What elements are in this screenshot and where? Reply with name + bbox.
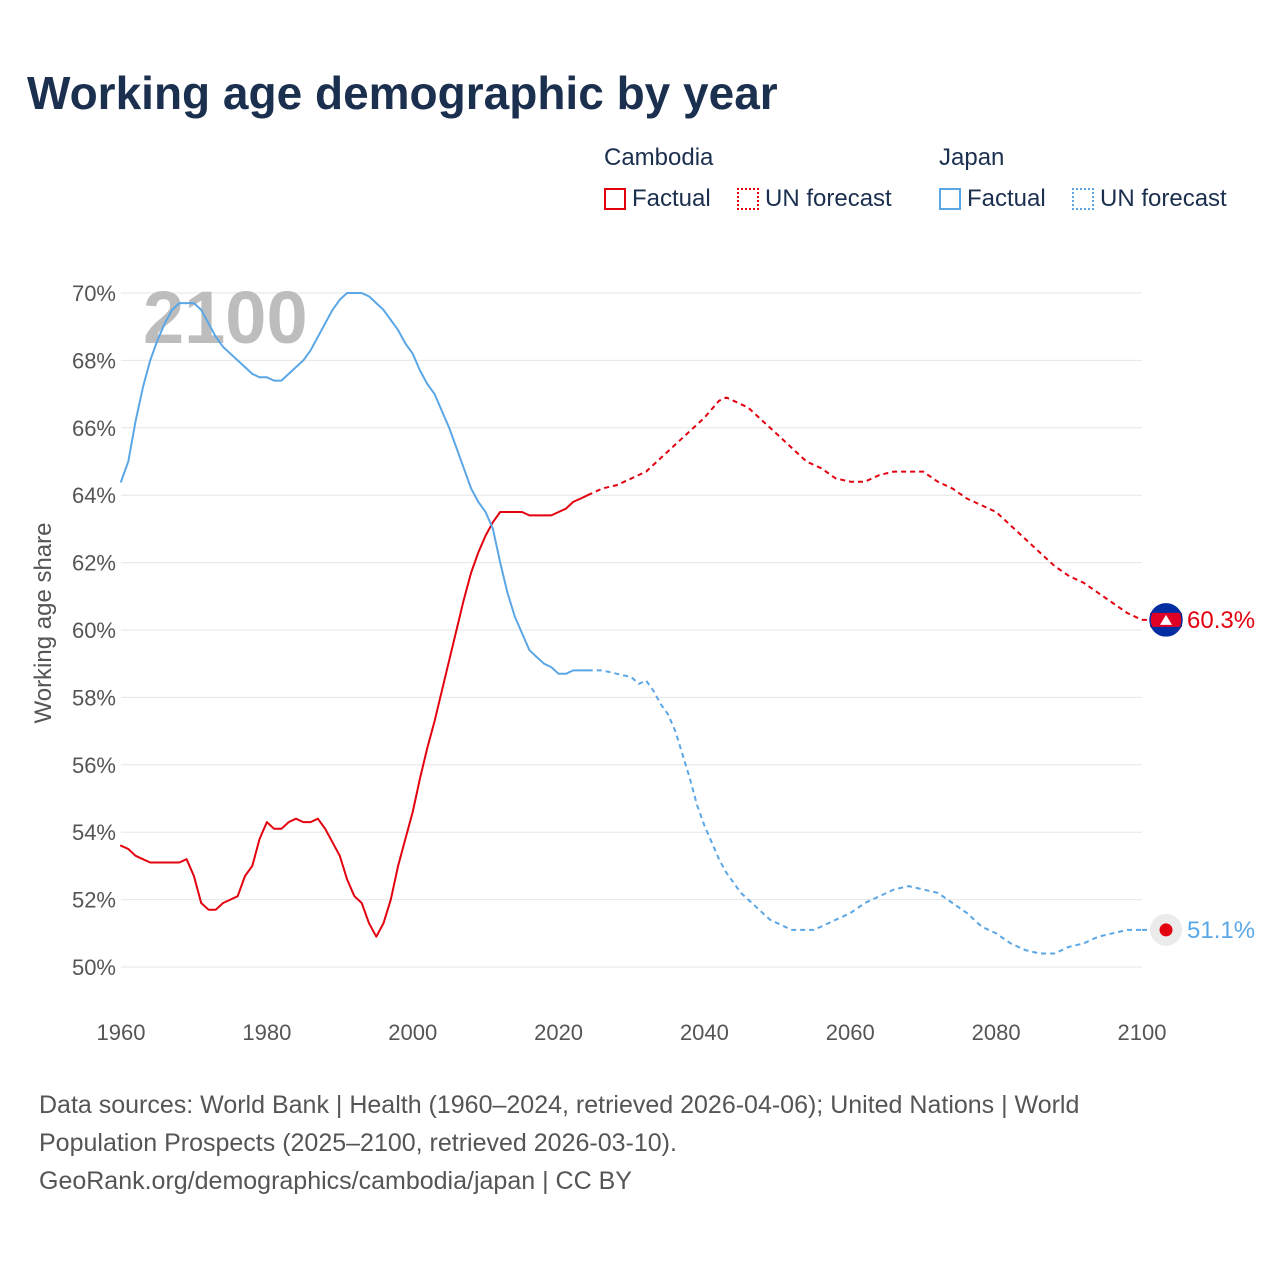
y-tick-label: 50% (72, 955, 116, 980)
legend-swatch-cambodia-factual (604, 188, 626, 210)
y-tick-label: 62% (72, 551, 116, 576)
x-tick-label: 2060 (826, 1020, 875, 1045)
legend-item-cambodia-forecast[interactable]: UN forecast (737, 185, 892, 213)
x-tick-label: 2000 (388, 1020, 437, 1045)
y-tick-label: 54% (72, 820, 116, 845)
legend-swatch-japan-factual (939, 188, 961, 210)
legend-item-japan-factual[interactable]: Factual (939, 185, 1046, 213)
x-tick-label: 2020 (534, 1020, 583, 1045)
end-value-label-cambodia: 60.3% (1187, 607, 1255, 634)
series-line-cambodia-forecast (587, 396, 1143, 621)
x-tick-label: 1980 (242, 1020, 291, 1045)
series-line-japan-factual (120, 292, 589, 675)
legend-label-cambodia-factual: Factual (632, 185, 711, 212)
x-tick-label: 2040 (680, 1020, 729, 1045)
y-axis-label: Working age share (30, 523, 57, 724)
series-line-cambodia-factual (120, 494, 589, 938)
x-tick-label: 2100 (1118, 1020, 1167, 1045)
y-tick-label: 52% (72, 888, 116, 913)
footer-sources: Data sources: World Bank | Health (1960–… (39, 1086, 1239, 1200)
flag-red-disc (1159, 923, 1173, 937)
legend-label-japan-forecast: UN forecast (1100, 185, 1227, 212)
y-tick-label: 70% (72, 281, 116, 306)
legend-item-japan-forecast[interactable]: UN forecast (1072, 185, 1227, 213)
legend-japan: Japan Factual UN forecast (939, 144, 1259, 216)
chart-title: Working age demographic by year (27, 67, 778, 119)
end-value-label-japan: 51.1% (1187, 917, 1255, 944)
x-tick-label: 1960 (97, 1020, 146, 1045)
legend-cambodia: Cambodia Factual UN forecast (604, 144, 924, 216)
legend-heading-cambodia: Cambodia (604, 144, 714, 171)
x-tick-label: 2080 (972, 1020, 1021, 1045)
cambodia-flag-icon (1149, 603, 1183, 637)
legend-heading-japan: Japan (939, 144, 1005, 171)
y-tick-label: 58% (72, 685, 116, 710)
y-tick-label: 68% (72, 348, 116, 373)
legend-swatch-cambodia-forecast (737, 188, 759, 210)
footer-line-3: GeoRank.org/demographics/cambodia/japan … (39, 1167, 632, 1195)
footer-line-1: Data sources: World Bank | Health (1960–… (39, 1091, 1080, 1119)
y-tick-label: 66% (72, 416, 116, 441)
footer-line-2: Population Prospects (2025–2100, retriev… (39, 1129, 677, 1157)
series-line-japan-forecast (587, 669, 1142, 955)
y-tick-label: 56% (72, 753, 116, 778)
year-watermark: 2100 (143, 276, 308, 359)
y-tick-label: 60% (72, 618, 116, 643)
y-tick-label: 64% (72, 483, 116, 508)
legend-item-cambodia-factual[interactable]: Factual (604, 185, 711, 213)
flag-temple (1160, 614, 1172, 625)
legend-swatch-japan-forecast (1072, 188, 1094, 210)
japan-flag-icon (1150, 913, 1182, 946)
legend-label-cambodia-forecast: UN forecast (765, 185, 892, 212)
legend-label-japan-factual: Factual (967, 185, 1046, 212)
flag-outline (1149, 603, 1183, 637)
